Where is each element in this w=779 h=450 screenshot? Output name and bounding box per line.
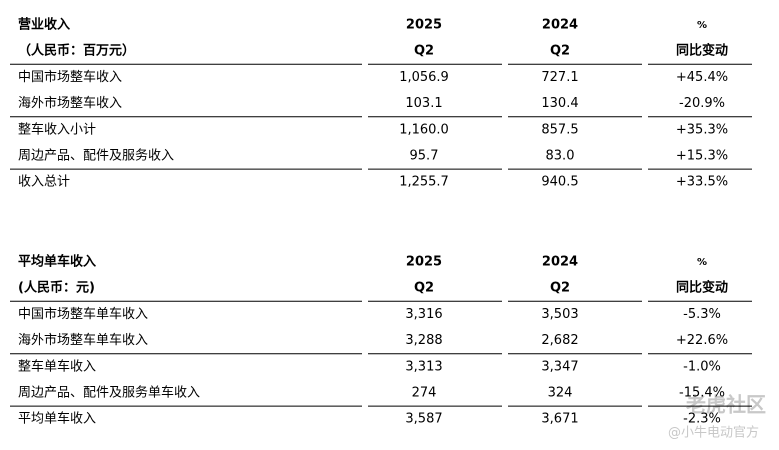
row-label: 周边产品、配件及服务收入 — [18, 148, 174, 164]
row-value: -1.0% — [683, 359, 721, 374]
row-value: 3,587 — [405, 412, 442, 427]
row-value: 1,160.0 — [399, 122, 449, 137]
row-value: 2,682 — [541, 333, 578, 348]
row-value: 3,503 — [541, 307, 578, 322]
header-cell: % — [697, 257, 707, 268]
watermark-account: @小牛电动官方 — [668, 425, 759, 441]
row-label: 中国市场整车收入 — [18, 69, 122, 85]
row-value: 130.4 — [541, 96, 578, 111]
header-cell: 2024 — [542, 18, 578, 33]
header-cell: 2024 — [542, 255, 578, 270]
header-cell: % — [697, 20, 707, 31]
header-cell: (人民币：元) — [18, 280, 95, 296]
row-value: 274 — [412, 386, 437, 401]
row-value: -20.9% — [679, 96, 725, 111]
row-value: 3,288 — [405, 333, 442, 348]
row-label: 周边产品、配件及服务单车收入 — [18, 385, 200, 401]
row-value: 1,056.9 — [399, 70, 449, 85]
header-cell: 平均单车收入 — [18, 254, 96, 270]
header-cell: Q2 — [550, 281, 570, 296]
row-value: -5.3% — [683, 307, 721, 322]
row-value: 940.5 — [541, 175, 578, 190]
row-value: -2.3% — [683, 412, 721, 427]
header-cell: 2025 — [406, 255, 442, 270]
header-cell: Q2 — [414, 44, 434, 59]
header-cell: 营业收入 — [18, 17, 70, 33]
row-value: 83.0 — [546, 149, 575, 164]
row-label: 整车单车收入 — [18, 358, 96, 374]
row-value: 95.7 — [410, 149, 439, 164]
row-value: 857.5 — [541, 122, 578, 137]
header-cell: 2025 — [406, 18, 442, 33]
row-value: 3,316 — [405, 307, 442, 322]
watermark-brand: 老虎社区 — [686, 393, 766, 417]
row-value: 3,313 — [405, 359, 442, 374]
row-label: 中国市场整车单车收入 — [18, 306, 148, 322]
row-value: 103.1 — [405, 96, 442, 111]
header-cell: 同比变动 — [676, 280, 728, 296]
row-label: 平均单车收入 — [18, 411, 96, 427]
row-value: +45.4% — [676, 70, 728, 85]
row-value: +15.3% — [676, 149, 728, 164]
row-label: 海外市场整车收入 — [18, 95, 122, 111]
row-value: 3,671 — [541, 412, 578, 427]
row-value: +22.6% — [676, 333, 728, 348]
header-cell: 同比变动 — [676, 43, 728, 59]
row-label: 整车收入小计 — [18, 121, 96, 137]
header-cell: Q2 — [414, 281, 434, 296]
header-cell: （人民币：百万元） — [18, 43, 135, 59]
row-value: 324 — [548, 386, 573, 401]
row-value: 3,347 — [541, 359, 578, 374]
header-cell: Q2 — [550, 44, 570, 59]
row-value: +35.3% — [676, 122, 728, 137]
row-value: 1,255.7 — [399, 175, 449, 190]
row-value: 727.1 — [541, 70, 578, 85]
row-label: 海外市场整车单车收入 — [18, 332, 148, 348]
row-label: 收入总计 — [18, 175, 70, 190]
row-value: -15.4% — [679, 386, 725, 401]
row-value: +33.5% — [676, 175, 728, 190]
